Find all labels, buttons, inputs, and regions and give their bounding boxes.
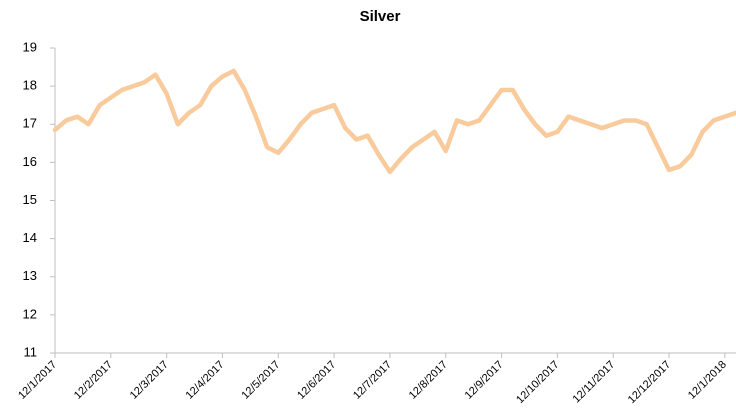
x-tick-label: 12/8/2017 xyxy=(407,359,450,402)
x-tick-label: 12/12/2017 xyxy=(626,359,673,406)
y-tick-label: 15 xyxy=(23,192,37,207)
y-tick-label: 18 xyxy=(23,78,37,93)
x-tick-label: 12/7/2017 xyxy=(351,359,394,402)
y-tick-label: 14 xyxy=(23,230,37,245)
x-tick-label: 12/6/2017 xyxy=(295,359,338,402)
y-tick-label: 13 xyxy=(23,268,37,283)
y-tick-label: 12 xyxy=(23,306,37,321)
x-tick-label: 12/11/2017 xyxy=(571,359,618,406)
y-tick-label: 11 xyxy=(24,344,38,359)
x-tick-label: 12/3/2017 xyxy=(128,359,171,402)
x-tick-label: 12/1/2018 xyxy=(686,359,729,402)
x-tick-label: 12/5/2017 xyxy=(239,359,282,402)
x-tick-label: 12/10/2017 xyxy=(514,359,561,406)
chart-title: Silver xyxy=(360,8,401,25)
x-tick-label: 12/9/2017 xyxy=(463,359,506,402)
x-tick-label: 12/1/2017 xyxy=(16,359,59,402)
x-tick-label: 12/4/2017 xyxy=(184,359,227,402)
x-tick-label: 12/2/2017 xyxy=(72,359,115,402)
y-tick-label: 17 xyxy=(23,116,37,131)
y-tick-label: 19 xyxy=(23,39,37,54)
y-tick-label: 16 xyxy=(23,154,37,169)
line-series xyxy=(52,68,736,175)
